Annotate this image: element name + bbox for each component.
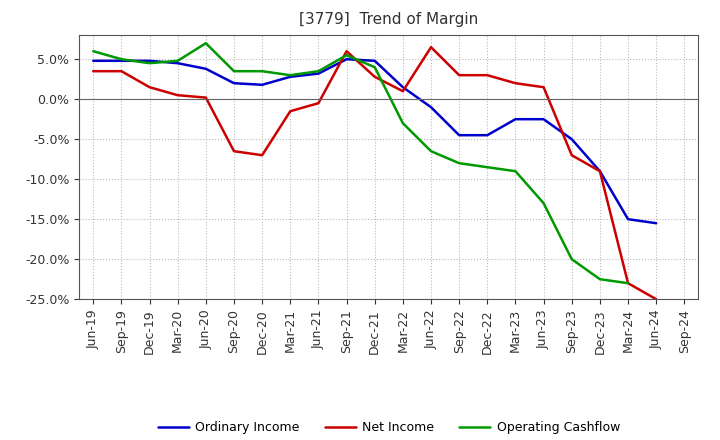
Net Income (399, 88, 408, 94)
Ordinary Income (595, 169, 604, 174)
Net Income (230, 149, 238, 154)
Legend: Ordinary Income, Net Income, Operating Cashflow: Ordinary Income, Net Income, Operating C… (153, 416, 625, 439)
Net Income (567, 153, 576, 158)
Title: [3779]  Trend of Margin: [3779] Trend of Margin (300, 12, 478, 27)
Ordinary Income (483, 132, 492, 138)
Operating Cashflow (624, 281, 632, 286)
Ordinary Income (286, 74, 294, 80)
Ordinary Income (117, 58, 126, 63)
Net Income (455, 73, 464, 78)
Operating Cashflow (89, 48, 98, 54)
Ordinary Income (145, 58, 154, 63)
Operating Cashflow (314, 69, 323, 74)
Operating Cashflow (539, 201, 548, 206)
Net Income (89, 69, 98, 74)
Ordinary Income (258, 82, 266, 88)
Line: Ordinary Income: Ordinary Income (94, 59, 656, 223)
Ordinary Income (511, 117, 520, 122)
Operating Cashflow (145, 61, 154, 66)
Ordinary Income (230, 81, 238, 86)
Net Income (652, 297, 660, 302)
Ordinary Income (342, 57, 351, 62)
Line: Operating Cashflow: Operating Cashflow (94, 43, 628, 283)
Operating Cashflow (202, 40, 210, 46)
Ordinary Income (624, 216, 632, 222)
Operating Cashflow (455, 161, 464, 166)
Net Income (145, 84, 154, 90)
Net Income (342, 48, 351, 54)
Net Income (286, 109, 294, 114)
Ordinary Income (202, 66, 210, 71)
Operating Cashflow (483, 165, 492, 170)
Ordinary Income (539, 117, 548, 122)
Ordinary Income (455, 132, 464, 138)
Net Income (174, 92, 182, 98)
Net Income (511, 81, 520, 86)
Operating Cashflow (511, 169, 520, 174)
Net Income (370, 74, 379, 80)
Operating Cashflow (230, 69, 238, 74)
Operating Cashflow (595, 277, 604, 282)
Net Income (427, 44, 436, 50)
Net Income (202, 95, 210, 100)
Ordinary Income (314, 71, 323, 76)
Ordinary Income (370, 58, 379, 63)
Ordinary Income (567, 136, 576, 142)
Operating Cashflow (567, 257, 576, 262)
Ordinary Income (89, 58, 98, 63)
Net Income (483, 73, 492, 78)
Ordinary Income (652, 220, 660, 226)
Net Income (314, 101, 323, 106)
Operating Cashflow (399, 121, 408, 126)
Line: Net Income: Net Income (94, 47, 656, 299)
Net Income (624, 281, 632, 286)
Ordinary Income (399, 84, 408, 90)
Operating Cashflow (370, 65, 379, 70)
Ordinary Income (427, 105, 436, 110)
Operating Cashflow (258, 69, 266, 74)
Operating Cashflow (117, 57, 126, 62)
Net Income (595, 169, 604, 174)
Net Income (258, 153, 266, 158)
Net Income (117, 69, 126, 74)
Operating Cashflow (342, 52, 351, 58)
Operating Cashflow (427, 149, 436, 154)
Operating Cashflow (286, 73, 294, 78)
Ordinary Income (174, 61, 182, 66)
Operating Cashflow (174, 58, 182, 63)
Net Income (539, 84, 548, 90)
